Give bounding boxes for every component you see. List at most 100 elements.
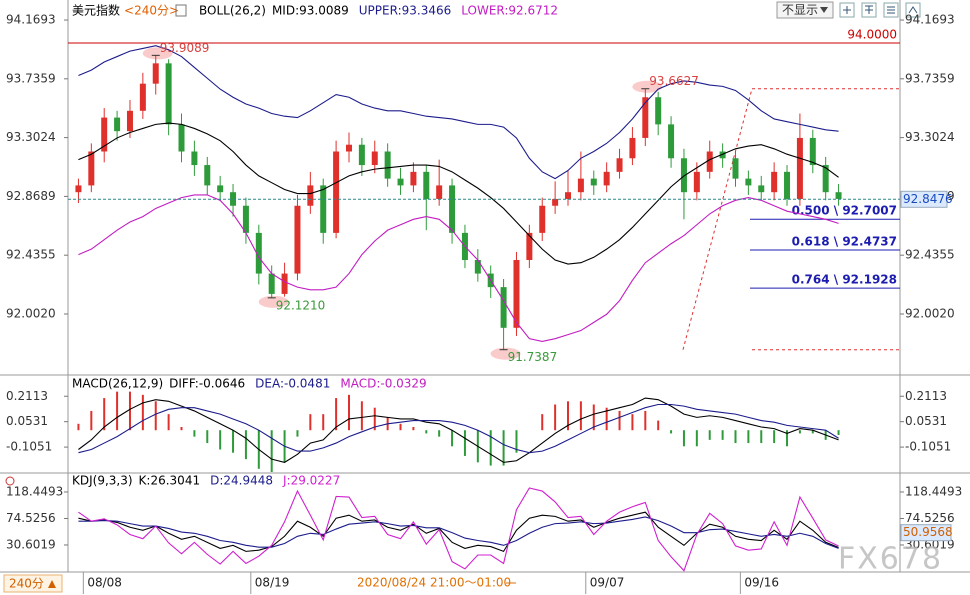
candle-body [281,273,288,294]
x-tick-label: 08/08 [87,576,122,590]
y-tick-label: 93.7359 [6,71,56,85]
candle-body [165,63,172,125]
series-line [78,511,839,553]
annotation-label: 91.7387 [508,350,558,364]
legend-label: MID:93.0089 [272,4,349,18]
annotation-label: 93.9089 [160,41,210,55]
legend-label: 美元指数 [72,3,120,18]
x-tick-label: 09/07 [590,576,625,590]
y-tick-label: 94.1693 [6,13,56,27]
y-tick-label-right: 0.0531 [905,414,947,428]
settings-icon[interactable] [5,476,15,486]
candle-body [616,158,623,172]
y-tick-label: 30.6019 [6,537,56,551]
candle-body [178,124,185,152]
legend-label: J:29.0227 [282,474,340,488]
x-tick-label: 08/19 [255,576,290,590]
annotation-highlight [490,347,521,360]
fib-diagonal [682,88,753,350]
annotation-label: 93.6627 [649,74,699,88]
y-tick-label-right: 92.0020 [905,306,955,320]
candle-body [758,185,765,193]
legend-label: MACD:-0.0329 [340,377,426,391]
legend-label: LOWER:92.6712 [461,4,558,18]
candle-body [629,137,636,159]
y-tick-label: 92.8689 [6,189,56,203]
legend-label: BOLL(26,2) [199,4,266,18]
candle-body [114,117,121,132]
candle-body [526,232,533,261]
dropdown[interactable] [776,1,834,19]
candle-body [500,287,507,328]
series-line [78,194,839,342]
candle-body [577,178,584,193]
candle-body [384,151,391,179]
y-tick-label: -0.1051 [6,440,52,454]
period-button[interactable] [3,574,63,593]
x-tick-label: 09/16 [744,576,779,590]
candle-body [552,198,559,206]
indicator-icon [175,4,187,17]
candle-body [139,83,146,111]
candle-body [75,185,82,193]
legend-label: K:26.3041 [139,474,201,488]
reference-label: 94.0000 [847,27,897,41]
candle-body [784,171,791,199]
candle-body [796,137,803,199]
candle-body [822,165,829,193]
y-tick-label-right: 0.2113 [905,389,947,403]
candle-body [371,151,378,166]
candle-body [333,151,340,233]
last-price-label: 92.8476 [903,192,953,206]
watermark: FX678 [838,542,943,577]
candle-body [191,151,198,166]
legend-label: KDJ(9,3,3) [72,474,133,488]
dropdown-arrow [820,7,828,13]
candle-body [320,185,327,233]
candle-body [745,178,752,186]
tool-button[interactable] [905,2,921,18]
y-tick-label-right: 94.1693 [905,13,955,27]
candle-body [603,171,610,186]
legend-label: DEA:-0.0481 [255,377,330,391]
legend-label: UPPER:93.3466 [359,4,451,18]
annotation-label: 92.1210 [276,298,326,312]
candle-body [668,124,675,159]
y-tick-label-right: 118.4493 [905,484,962,498]
fib-label: 0.618 \ 92.4737 [792,235,897,249]
candle-body [565,192,572,199]
candle-body [642,97,649,138]
candle-body [88,151,95,186]
toolbar: 不显示 [776,1,921,19]
candle-body [126,110,133,132]
period-arrow [48,580,56,588]
y-tick-label: 0.2113 [6,389,48,403]
y-tick-label: 93.3024 [6,130,56,144]
y-tick-label-right: 93.7359 [905,71,955,85]
candle-body [835,192,842,199]
candle-body [436,185,443,199]
tool-icon [908,6,918,14]
dropdown-label: 不显示 [782,3,818,17]
y-tick-label-right: -0.1051 [905,440,951,454]
marker-label: 50.9568 [903,525,953,539]
legend-label: MACD(26,12,9) [72,377,163,391]
annotation-highlight [632,80,663,93]
marker-box [900,524,952,542]
legend-label: DIFF:-0.0646 [169,377,245,391]
candle-body [655,97,662,125]
legend-label: D:24.9448 [210,474,273,488]
series-line [78,45,839,180]
candle-body [101,117,108,152]
y-tick-label: 92.0020 [6,306,56,320]
last-price-box [900,190,948,208]
y-tick-label-right: 93.3024 [905,130,955,144]
series-line [78,516,839,549]
x-cursor-label: 2020/08/24 21:00～01:00 [357,576,511,590]
candle-body [152,63,159,84]
series-line [78,122,839,265]
series-line [78,487,839,572]
series-line [78,403,839,454]
